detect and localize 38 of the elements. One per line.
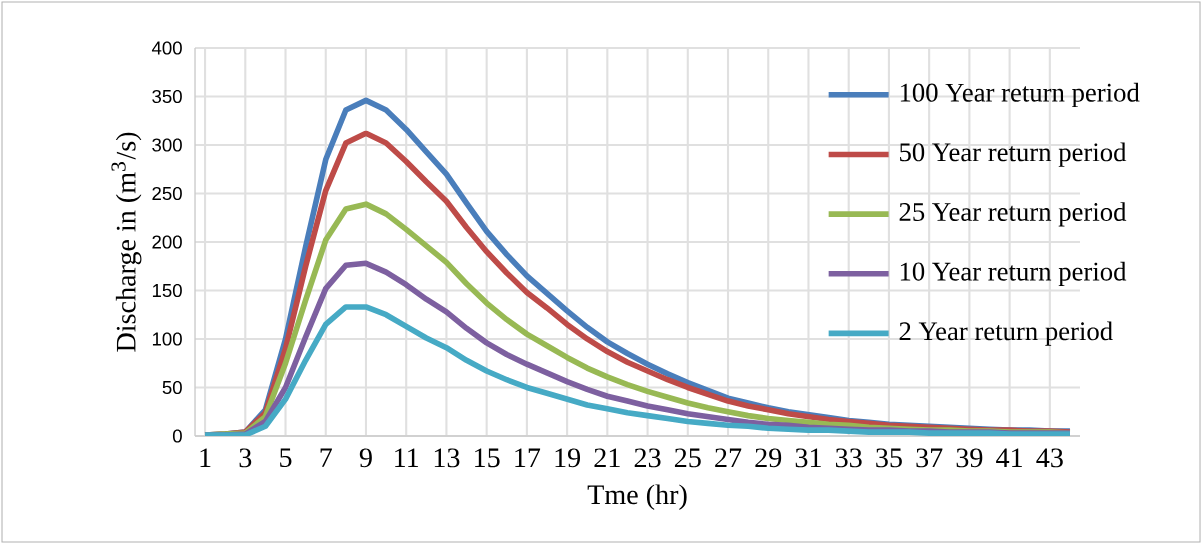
y-tick-label: 150 [152,283,182,298]
y-tick-label: 50 [162,380,182,395]
x-tick-label: 39 [956,448,983,468]
y-tick-label: 250 [152,186,182,201]
x-tick-label: 15 [475,448,500,468]
x-tick-label: 21 [594,448,620,468]
x-tick-label: 9 [359,448,372,468]
legend-label: 100 Year return period [900,82,1140,108]
legend-label: 10 Year return period [900,261,1127,287]
x-tick-label: 37 [916,448,943,468]
x-tick-label: 27 [715,448,742,468]
x-tick-label: 19 [555,448,581,468]
legend-label: 2 Year return period [899,321,1113,346]
x-tick-label: 5 [280,448,292,468]
y-tick-label: 350 [152,89,182,104]
y-tick-label: 0 [172,429,182,443]
legend-label: 25 Year return period [899,202,1127,227]
x-tick-label: 7 [320,448,332,467]
y-axis-title: Discharge in (m$^{3}$/s) [111,132,142,352]
legend-label: 50 Year return period [900,142,1127,167]
x-tick-label: 13 [434,448,460,468]
x-axis-title: Tme (hr) [587,484,687,510]
x-tick-label: 25 [674,448,701,468]
y-tick-label: 200 [152,235,182,249]
x-tick-label: 41 [996,448,1022,467]
x-tick-label: 35 [876,448,902,468]
y-tick-label: 400 [151,41,182,55]
x-tick-label: 31 [795,448,821,468]
y-tick-label: 300 [152,138,182,152]
x-tick-label: 29 [755,448,782,468]
x-tick-label: 11 [395,448,419,467]
x-tick-label: 33 [835,448,862,468]
y-tick-label: 100 [152,332,182,346]
x-tick-label: 43 [1036,448,1063,468]
x-tick-label: 23 [634,448,661,468]
x-tick-label: 3 [239,448,252,468]
x-tick-label: 17 [515,448,541,467]
x-tick-label: 1 [200,448,211,467]
